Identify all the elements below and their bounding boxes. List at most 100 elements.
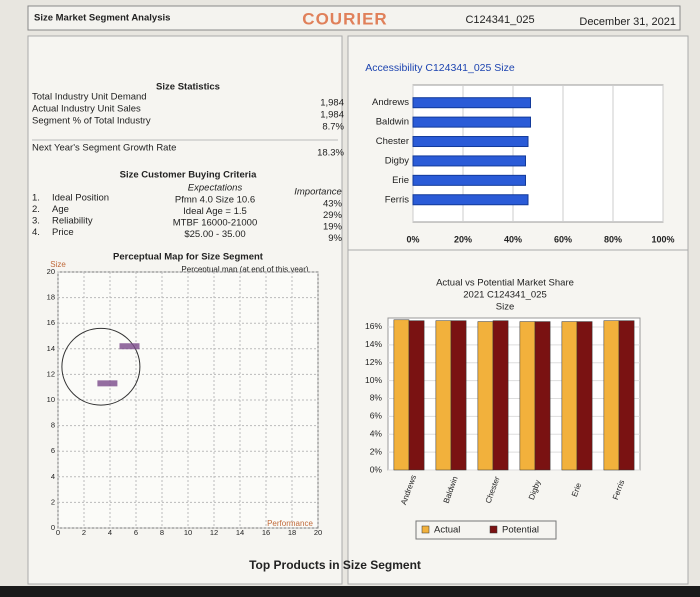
x-tick-label: 2 <box>82 528 86 537</box>
stat-value: 1,984 <box>320 110 344 121</box>
product-marker <box>97 380 118 387</box>
growth-value: 18.3% <box>317 148 344 159</box>
bar <box>408 320 425 471</box>
criteria-expectation: Pfmn 4.0 Size 10.6 <box>175 195 255 206</box>
bar <box>412 194 529 206</box>
x-tick-label: 12 <box>210 528 218 537</box>
y-tick-label: 16 <box>47 318 55 327</box>
criteria-num: 2. <box>32 204 40 215</box>
legend-label: Potential <box>502 525 539 536</box>
criteria-num: 1. <box>32 193 40 204</box>
x-tick-label: 14 <box>236 528 244 537</box>
category-label: Andrews <box>372 97 409 108</box>
y-tick-label: 4% <box>370 428 383 438</box>
criteria-expectation: $25.00 - 35.00 <box>184 229 245 240</box>
category-label: Baldwin <box>376 117 409 128</box>
x-tick-label: 8 <box>160 528 164 537</box>
criteria-name: Price <box>52 227 74 238</box>
y-tick-label: 4 <box>51 472 55 481</box>
bar <box>412 97 531 109</box>
criteria-header: Expectations <box>188 183 243 194</box>
bar <box>492 320 509 471</box>
y-tick-label: 12 <box>47 369 55 378</box>
category-label: Digby <box>385 155 410 166</box>
stat-label: Total Industry Unit Demand <box>32 92 147 103</box>
chart-title: Accessibility C124341_025 Size <box>365 62 515 74</box>
y-tick-label: 2% <box>370 446 383 456</box>
chart-title: Perceptual Map for Size Segment <box>113 252 264 263</box>
x-tick-label: 18 <box>288 528 296 537</box>
category-label: Chester <box>376 136 409 147</box>
legend-label: Actual <box>434 525 460 536</box>
y-tick-label: 2 <box>51 497 55 506</box>
criteria-importance: 43% <box>323 199 343 210</box>
criteria-num: 4. <box>32 227 40 238</box>
footer-title: Top Products in Size Segment <box>249 558 421 572</box>
y-tick-label: 0 <box>51 523 55 532</box>
bottom-bezel <box>0 586 700 597</box>
growth-label: Next Year's Segment Growth Rate <box>32 143 176 154</box>
y-tick-label: 6% <box>370 411 383 421</box>
x-tick-label: 80% <box>604 234 622 244</box>
bar <box>450 320 467 471</box>
stat-value: 8.7% <box>322 122 344 133</box>
y-tick-label: 10 <box>47 395 55 404</box>
criteria-name: Reliability <box>52 216 93 227</box>
bar <box>477 321 494 471</box>
stats-title: Size Statistics <box>156 82 220 93</box>
x-tick-label: 20% <box>454 234 472 244</box>
criteria-title: Size Customer Buying Criteria <box>120 170 257 181</box>
report-id: C124341_025 <box>465 14 534 26</box>
bar <box>519 321 536 471</box>
stat-label: Actual Industry Unit Sales <box>32 104 141 115</box>
chart-subtitle: Perceptual map (at end of this year) <box>181 265 309 274</box>
x-tick-label: 0 <box>56 528 60 537</box>
x-tick-label: 40% <box>504 234 522 244</box>
criteria-expectation: Ideal Age = 1.5 <box>183 206 247 217</box>
legend-swatch <box>489 525 498 534</box>
header-bar <box>27 5 681 31</box>
bar <box>412 174 526 186</box>
plot-area <box>387 317 641 471</box>
x-tick-label: 6 <box>134 528 138 537</box>
x-tick-label: 0% <box>406 234 419 244</box>
criteria-header: Importance <box>294 187 342 198</box>
stat-value: 1,984 <box>320 98 344 109</box>
chart-title: Actual vs Potential Market Share <box>436 278 574 289</box>
y-tick-label: 6 <box>51 446 55 455</box>
y-tick-label: 10% <box>365 375 382 385</box>
criteria-name: Age <box>52 204 69 215</box>
y-tick-label: 14% <box>365 339 382 349</box>
bar <box>435 320 452 471</box>
y-tick-label: 8 <box>51 421 55 430</box>
bar <box>412 136 529 148</box>
criteria-name: Ideal Position <box>52 193 109 204</box>
x-axis-label: Performance <box>267 519 313 528</box>
criteria-expectation: MTBF 16000-21000 <box>173 218 258 229</box>
y-tick-label: 18 <box>47 293 55 302</box>
bar <box>618 320 635 471</box>
bar <box>393 319 410 471</box>
x-tick-label: 4 <box>108 528 112 537</box>
x-tick-label: 10 <box>184 528 192 537</box>
ideal-circle <box>61 327 141 406</box>
y-axis-label: Size <box>50 260 66 269</box>
y-tick-label: 0% <box>370 464 383 474</box>
legend-box <box>415 520 557 540</box>
chart-subtitle: 2021 C124341_025 <box>463 290 546 301</box>
criteria-importance: 29% <box>323 210 343 221</box>
bar <box>412 116 531 128</box>
bar <box>603 320 620 471</box>
legend-swatch <box>421 525 430 534</box>
bar <box>561 321 578 471</box>
report-title: Size Market Segment Analysis <box>34 13 170 24</box>
y-tick-label: 14 <box>47 344 55 353</box>
category-label: Erie <box>392 175 409 186</box>
x-tick-label: 20 <box>314 528 322 537</box>
bar <box>534 321 551 471</box>
chart-caption: Size <box>496 302 514 313</box>
product-marker <box>119 343 140 350</box>
report-date: December 31, 2021 <box>579 16 676 28</box>
y-tick-label: 20 <box>47 267 55 276</box>
